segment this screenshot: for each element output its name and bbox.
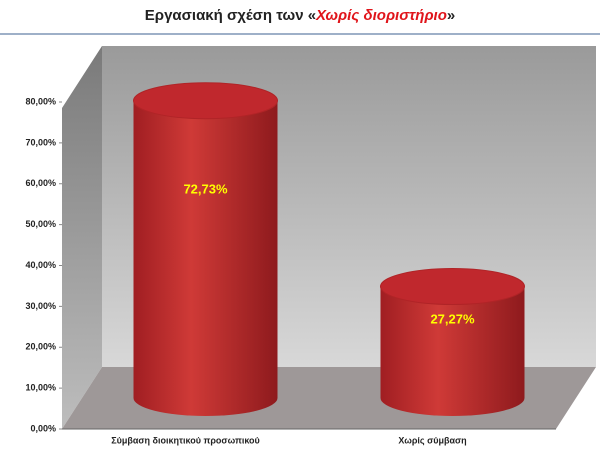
y-tick-label: 60,00% — [25, 178, 56, 188]
value-label: 72,73% — [183, 181, 228, 196]
y-tick-label: 20,00% — [25, 342, 56, 352]
y-tick-label: 70,00% — [25, 137, 56, 147]
value-label: 27,27% — [430, 311, 475, 326]
y-tick-label: 10,00% — [25, 383, 56, 393]
bar — [133, 100, 278, 416]
y-tick-label: 50,00% — [25, 219, 56, 229]
x-tick-label: Χωρίς σύμβαση — [398, 435, 466, 445]
bar — [380, 286, 525, 416]
side-wall — [62, 46, 102, 429]
title-part: Εργασιακή σχέση των « — [145, 7, 316, 24]
bar-top — [380, 268, 525, 306]
plot-area: 0,00% 10,00% 20,00% 30,00% 40,00% 50,00% 60,00… — [25, 46, 596, 445]
x-tick-label: Σύμβαση διοικητικού προσωπικού — [111, 435, 260, 445]
y-tick-label: 40,00% — [25, 260, 56, 270]
chart-title: Εργασιακή σχέση των «Χωρίς διοριστήριο» — [145, 7, 455, 24]
y-tick-label: 0,00% — [30, 423, 56, 433]
y-tick-label: 80,00% — [25, 96, 56, 106]
title-highlight: Χωρίς διοριστήριο — [315, 7, 447, 24]
title-part: » — [447, 7, 455, 24]
y-tick-label: 30,00% — [25, 301, 56, 311]
bar-top — [133, 82, 278, 120]
